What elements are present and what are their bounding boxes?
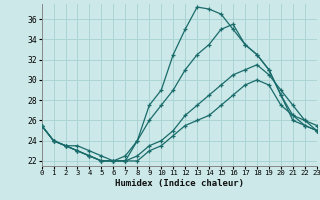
- X-axis label: Humidex (Indice chaleur): Humidex (Indice chaleur): [115, 179, 244, 188]
